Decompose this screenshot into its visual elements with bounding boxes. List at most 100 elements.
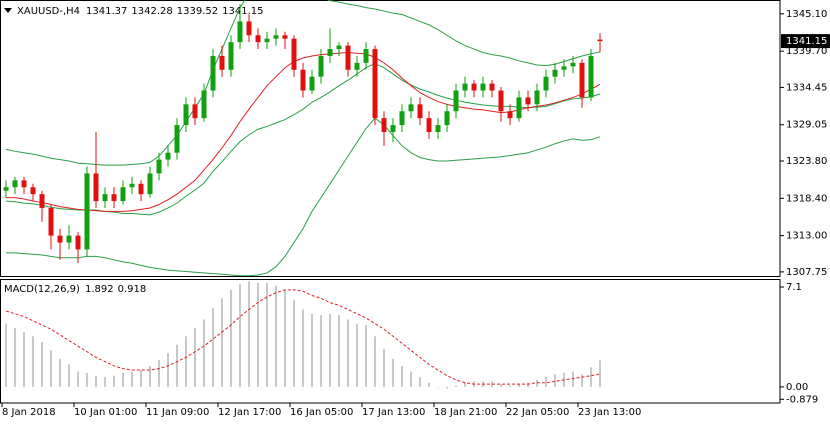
- y-tick-label: 1323.80: [786, 156, 827, 167]
- candle-body: [408, 104, 414, 112]
- candle-body: [561, 66, 567, 70]
- candle-body: [183, 104, 189, 126]
- x-tick-label: 11 Jan 09:00: [146, 407, 209, 418]
- candle-body: [138, 183, 144, 195]
- macd-bar: [347, 319, 349, 387]
- candle-body: [390, 125, 396, 132]
- candle-body: [399, 111, 405, 126]
- macd-bar: [95, 375, 97, 387]
- x-tick-label: 16 Jan 05:00: [290, 407, 353, 418]
- symbol-title: XAUUSD-,H4: [17, 6, 80, 17]
- candle-body: [246, 21, 252, 36]
- symbol-menu-icon[interactable]: [4, 8, 12, 13]
- candle-body: [3, 187, 9, 191]
- y-tick-label: 1313.00: [786, 231, 827, 242]
- candle-body: [444, 111, 450, 126]
- macd-bar: [284, 289, 286, 387]
- x-tick-label: 22 Jan 05:00: [506, 407, 569, 418]
- macd-bar: [455, 385, 457, 387]
- candle-body: [102, 194, 108, 202]
- macd-bar: [68, 364, 70, 387]
- candle-body: [39, 194, 45, 208]
- candle-body: [534, 90, 540, 105]
- candle-body: [111, 194, 117, 202]
- macd-bar: [383, 348, 385, 387]
- macd-bar: [104, 377, 106, 387]
- macd-bar: [257, 282, 259, 387]
- candle-body: [426, 118, 432, 132]
- macd-bar: [23, 332, 25, 387]
- macd-bar: [131, 371, 133, 387]
- macd-bar: [266, 282, 268, 387]
- candle-body: [588, 55, 594, 98]
- macd-bar: [554, 374, 556, 387]
- candle-body: [525, 97, 531, 105]
- macd-bar: [572, 371, 574, 387]
- macd-bar: [5, 323, 7, 387]
- macd-bar: [338, 315, 340, 387]
- macd-plot: [5, 281, 601, 389]
- macd-bar: [113, 375, 115, 387]
- candle-body: [192, 104, 198, 119]
- macd-bar: [329, 313, 331, 387]
- candle-body: [228, 42, 234, 70]
- indicator-line: [5, 0, 601, 166]
- macd-bar: [239, 284, 241, 387]
- candle-body: [120, 187, 126, 202]
- x-tick-label: 12 Jan 17:00: [218, 407, 281, 418]
- main-frame: [0, 0, 781, 277]
- candle-body: [66, 235, 72, 243]
- macd-bar: [32, 336, 34, 387]
- macd-bar: [500, 384, 502, 387]
- macd-bar: [275, 285, 277, 387]
- candle-body: [12, 180, 18, 188]
- macd-bar: [203, 319, 205, 387]
- y-tick-label: 1318.40: [786, 193, 827, 204]
- macd-bar: [59, 358, 61, 387]
- macd-bar: [14, 327, 16, 387]
- macd-bar: [149, 365, 151, 387]
- macd-bar: [356, 323, 358, 387]
- last-close: 1341.15: [222, 6, 263, 17]
- candle-body: [21, 180, 27, 188]
- macd-frame: [0, 279, 781, 404]
- price-label: 1341.15: [786, 36, 827, 47]
- candle-body: [201, 90, 207, 119]
- macd-bar: [509, 385, 511, 387]
- macd-bar: [410, 371, 412, 387]
- candle-body: [471, 83, 477, 91]
- candle-body: [318, 55, 324, 77]
- macd-bar: [590, 367, 592, 387]
- price-label-box: [781, 34, 830, 49]
- macd-bar: [293, 299, 295, 387]
- macd-bar: [581, 374, 583, 387]
- candle-body: [165, 152, 171, 160]
- candle-body: [30, 187, 36, 195]
- candle-body: [336, 45, 342, 50]
- candle-body: [453, 90, 459, 112]
- last-open: 1341.37: [86, 6, 127, 17]
- candle-body: [498, 90, 504, 112]
- candle-body: [372, 49, 378, 119]
- candle-body: [237, 21, 243, 43]
- candle-body: [552, 69, 558, 77]
- y-tick-label: 1339.70: [786, 46, 827, 57]
- candle-body: [543, 76, 549, 91]
- signal-line: [5, 289, 601, 385]
- macd-bar: [158, 360, 160, 387]
- price-plot: [3, 0, 603, 276]
- candle-body: [156, 159, 162, 174]
- y-tick-label: 0.00: [786, 382, 808, 393]
- candle-body: [354, 62, 360, 70]
- macd-header: MACD(12,26,9) 1.892 0.918: [4, 284, 146, 295]
- macd-bar: [527, 382, 529, 387]
- macd-title: MACD(12,26,9): [4, 284, 80, 295]
- macd-bar: [365, 325, 367, 387]
- macd-bar: [122, 372, 124, 387]
- candle-body: [273, 35, 279, 39]
- x-tick-label: 10 Jan 01:00: [74, 407, 137, 418]
- y-tick-label: 7.1: [786, 282, 802, 293]
